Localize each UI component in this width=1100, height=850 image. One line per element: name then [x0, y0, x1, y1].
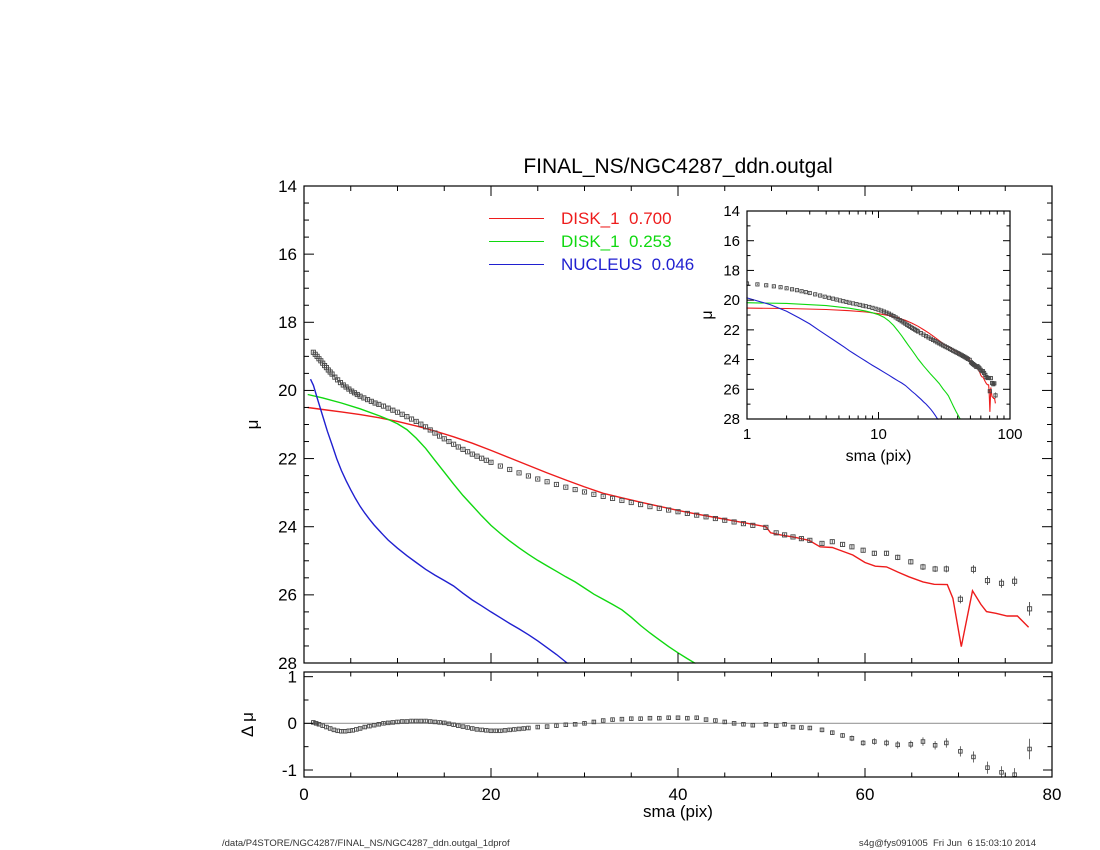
x-axis-label-res: sma (pix) [643, 802, 713, 821]
y-tick-label: 20 [278, 381, 297, 400]
y-tick-label: 28 [723, 411, 740, 428]
series-main-0 [307, 406, 1030, 647]
y-tick-label: 1 [288, 667, 297, 686]
y-axis-label-main: μ [243, 420, 262, 430]
x-tick-label: 1 [743, 426, 751, 443]
y-tick-label: 24 [723, 352, 740, 369]
legend-line-swatch [489, 241, 544, 242]
legend-item-label: NUCLEUS 0.046 [561, 254, 695, 274]
y-tick-label: 22 [278, 449, 297, 468]
legend-line-swatch [489, 264, 544, 265]
y-tick-label: 18 [723, 263, 740, 280]
legend-item-0: DISK_1 0.700 [489, 207, 694, 230]
y-tick-label: 14 [278, 177, 297, 196]
y-tick-label: 28 [278, 654, 297, 673]
x-tick-label: 0 [299, 785, 308, 804]
data-points-res [311, 715, 1032, 778]
y-tick-label: 24 [278, 518, 297, 537]
y-axis-label-res: Δ μ [238, 712, 257, 737]
x-tick-label: 60 [856, 785, 875, 804]
series-inset-2 [746, 297, 939, 420]
y-tick-label: 20 [723, 292, 740, 309]
legend-item-1: DISK_1 0.253 [489, 230, 694, 253]
series-inset-1 [746, 302, 961, 420]
x-tick-label: 40 [669, 785, 688, 804]
legend-item-label: DISK_1 0.700 [561, 208, 672, 228]
x-tick-label: 80 [1043, 785, 1062, 804]
y-tick-label: 18 [278, 313, 297, 332]
legend-item-2: NUCLEUS 0.046 [489, 253, 694, 276]
footer-path: /data/P4STORE/NGC4287/FINAL_NS/NGC4287_d… [222, 838, 510, 849]
data-points-main [310, 349, 1033, 616]
footer-user-timestamp: s4g@fys091005 Fri Jun 6 15:03:10 2014 [858, 838, 1036, 849]
data-points-inset [746, 281, 998, 399]
y-axis-label-inset: μ [699, 310, 716, 319]
y-tick-label: -1 [282, 761, 297, 780]
y-tick-label: 26 [278, 586, 297, 605]
y-tick-label: 26 [723, 381, 740, 398]
y-tick-label: 16 [723, 233, 740, 250]
panel-inset: 1 10 100 14 16 18 20 22 24 26 28 μ sma (pix) [699, 203, 1023, 465]
y-tick-label: 0 [288, 714, 297, 733]
x-axis-label-inset: sma (pix) [846, 448, 912, 465]
legend: DISK_1 0.700 DISK_1 0.253 NUCLEUS 0.046 [489, 207, 694, 276]
x-tick-label: 20 [482, 785, 501, 804]
y-tick-label: 22 [723, 322, 740, 339]
legend-line-swatch [489, 218, 544, 219]
x-tick-label: 100 [997, 426, 1022, 443]
x-tick-label: 10 [870, 426, 887, 443]
series-main-1 [307, 393, 697, 664]
plot-frame-res [303, 671, 1053, 778]
series-main-2 [309, 378, 569, 664]
plot-title: FINAL_NS/NGC4287_ddn.outgal [523, 155, 833, 178]
y-tick-label: 16 [278, 245, 297, 264]
legend-item-label: DISK_1 0.253 [561, 231, 672, 251]
panel-main: 14 16 18 20 22 24 26 28 μ [243, 177, 1053, 673]
y-tick-label: 14 [723, 203, 740, 220]
